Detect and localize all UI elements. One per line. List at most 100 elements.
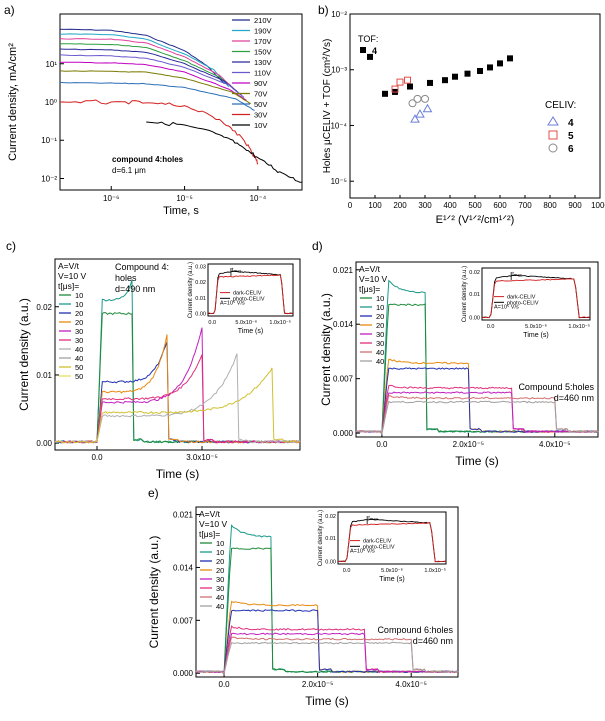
panel-b-tof-point bbox=[427, 79, 433, 86]
panel-a-ytick-label: 10¹ bbox=[45, 60, 57, 69]
panel-b-legend-marker bbox=[547, 116, 559, 126]
panel-e-inset-legend-label: photo-CELIV bbox=[363, 544, 395, 550]
panel-b-celiv6-point bbox=[413, 94, 422, 103]
panel-e-param: V=10 V bbox=[199, 519, 227, 529]
panel-a-series-90V bbox=[59, 61, 247, 101]
panel-b-legend-label: 6 bbox=[568, 144, 574, 155]
panel-c-trace bbox=[54, 334, 301, 444]
panel-c-ytick-label: 0.00 bbox=[36, 439, 52, 448]
panel-c-compound-label: holes bbox=[115, 273, 137, 283]
panel-c-inset-ytick: 0.03 bbox=[195, 265, 206, 271]
panel-c-trace bbox=[54, 312, 301, 444]
panel-b-tof-point bbox=[477, 67, 483, 74]
panel-c-inset-legend-label: dark-CELIV bbox=[233, 291, 262, 297]
panel-d-inset-frame bbox=[481, 267, 591, 321]
panel-e-trace bbox=[195, 524, 459, 675]
panel-a-ytick-label: 10⁻² bbox=[41, 174, 57, 183]
panel-c-inset-xtick: 5.0x10⁻⁶ bbox=[235, 319, 257, 326]
panel-d-xlabel: Time (s) bbox=[455, 454, 499, 468]
panel-a-series-30V bbox=[59, 99, 259, 165]
panel-d-legend-label: 40 bbox=[376, 348, 384, 357]
panel-d-legend-label: 40 bbox=[376, 357, 384, 366]
panel-b-celiv5-point bbox=[391, 85, 399, 93]
panel-c-legend-label: 10 bbox=[75, 291, 83, 300]
panel-d-compound-label: d=460 nm bbox=[554, 393, 594, 403]
panel-e-inset-dark bbox=[337, 522, 447, 563]
panel-d-param: A=V/t bbox=[359, 264, 381, 274]
panel-d-inset-xlabel: Time (s) bbox=[523, 332, 548, 339]
panel-e-inset-ytick: 0.01 bbox=[325, 536, 336, 542]
panel-a-legend-label: 90V bbox=[254, 79, 267, 88]
panel-d-inset-legend-label: dark-CELIV bbox=[507, 295, 536, 301]
panel-d-legend-label: 20 bbox=[376, 312, 384, 321]
panel-e-ytick-label: 0.014 bbox=[173, 563, 194, 572]
panel-a-series-190V bbox=[59, 33, 230, 88]
panel-c-inset-xlabel: Time (s) bbox=[238, 328, 263, 335]
panel-e-ylabel: Current density (a.u.) bbox=[147, 536, 161, 649]
panel-c-inset-frame bbox=[207, 263, 294, 317]
panel-e-inset-frame bbox=[337, 511, 447, 565]
panel-e-legend-label: 20 bbox=[216, 566, 224, 575]
panel-b-celiv4-point bbox=[410, 114, 420, 123]
panel-b-ytick-label: 10⁻³ bbox=[331, 66, 347, 75]
panel-e-legend-label: 10 bbox=[216, 548, 224, 557]
panel-a-series-170V bbox=[59, 38, 237, 91]
panel-e-legend-label: 40 bbox=[216, 602, 224, 611]
panel-b-tof-legend-label: 4 bbox=[372, 46, 377, 56]
panel-d-xtick-label: 4.0x10⁻⁵ bbox=[539, 440, 571, 449]
panel-b-tof-point bbox=[382, 90, 388, 97]
panel-d-ytick-label: 0.021 bbox=[333, 266, 354, 275]
panel-c-label: c) bbox=[6, 239, 16, 253]
panel-d-trace bbox=[355, 367, 599, 436]
panel-d-inset-ytick: 0.02 bbox=[469, 270, 480, 276]
panel-d-ytick-label: 0.014 bbox=[333, 320, 354, 329]
panel-c-inset-ytick: 0.02 bbox=[195, 280, 206, 286]
panel-a-legend-label: 190V bbox=[254, 27, 272, 36]
panel-b-celiv5-point bbox=[404, 76, 411, 84]
panel-e-param: A=V/t bbox=[199, 509, 221, 519]
panel-c-param: V=10 V bbox=[58, 271, 86, 281]
panel-c-trace bbox=[54, 354, 300, 444]
panel-c-inset-ytick: 0.01 bbox=[195, 296, 206, 302]
panel-c-inset-tmax: tₘₐₓ bbox=[232, 268, 242, 274]
panel-d-legend-label: 30 bbox=[376, 339, 384, 348]
panel-d-label: d) bbox=[312, 239, 323, 253]
panel-d-trace bbox=[355, 400, 599, 435]
panel-e-xtick-label: 0.0 bbox=[219, 680, 231, 689]
panel-c-legend-label: 30 bbox=[75, 327, 83, 336]
panel-d-frame bbox=[355, 261, 599, 438]
panel-d-ytick-label: 0.000 bbox=[333, 429, 354, 438]
panel-b-tof-legend-title: TOF: bbox=[358, 34, 378, 44]
panel-b-xtick-label: 500 bbox=[468, 201, 482, 210]
panel-c-trace bbox=[54, 279, 300, 444]
panel-d-inset-ytick: 0.01 bbox=[469, 292, 480, 298]
panel-c-trace bbox=[54, 341, 301, 444]
panel-c-legend-label: 20 bbox=[75, 318, 83, 327]
panel-d-inset-xtick: 5.0x10⁻⁶ bbox=[525, 323, 547, 330]
panel-b-tof-point bbox=[367, 53, 373, 60]
panel-e-ytick-label: 0.000 bbox=[173, 669, 194, 678]
panel-c-frame bbox=[54, 258, 301, 451]
panel-e-inset-ytick: 0.00 bbox=[325, 559, 336, 565]
panel-e-compound-label: d=460 nm bbox=[413, 636, 453, 646]
panel-b-xtick-label: 700 bbox=[518, 201, 532, 210]
panel-b-celiv4-point bbox=[415, 109, 425, 118]
panel-b-xtick-label: 800 bbox=[543, 201, 557, 210]
panel-d-inset-dark bbox=[481, 278, 591, 319]
panel-c-inset-xtick: 0.0 bbox=[208, 320, 216, 326]
panel-a-series-110V bbox=[59, 54, 245, 98]
panel-e-xtick-label: 2.0x10⁻⁵ bbox=[302, 680, 334, 689]
panel-d-xtick-label: 2.0x10⁻⁵ bbox=[453, 440, 485, 449]
panel-b-ytick-label: 10⁻⁵ bbox=[331, 177, 347, 186]
panel-e-legend-label: 30 bbox=[216, 584, 224, 593]
panel-c-ytick-label: 0.01 bbox=[36, 371, 52, 380]
panel-d-inset-legend-label: photo-CELIV bbox=[507, 300, 539, 306]
panel-e-param: t[μs]= bbox=[199, 529, 220, 539]
panel-a-legend-label: 170V bbox=[254, 37, 272, 46]
panel-d-param: t[μs]= bbox=[359, 284, 380, 294]
panel-a-ytick-label: 10⁻¹ bbox=[41, 136, 57, 145]
panel-d-xtick-label: 0.0 bbox=[376, 440, 388, 449]
panel-b-tof-legend-marker bbox=[360, 47, 366, 53]
panel-a-xlabel: Time, s bbox=[163, 205, 199, 217]
